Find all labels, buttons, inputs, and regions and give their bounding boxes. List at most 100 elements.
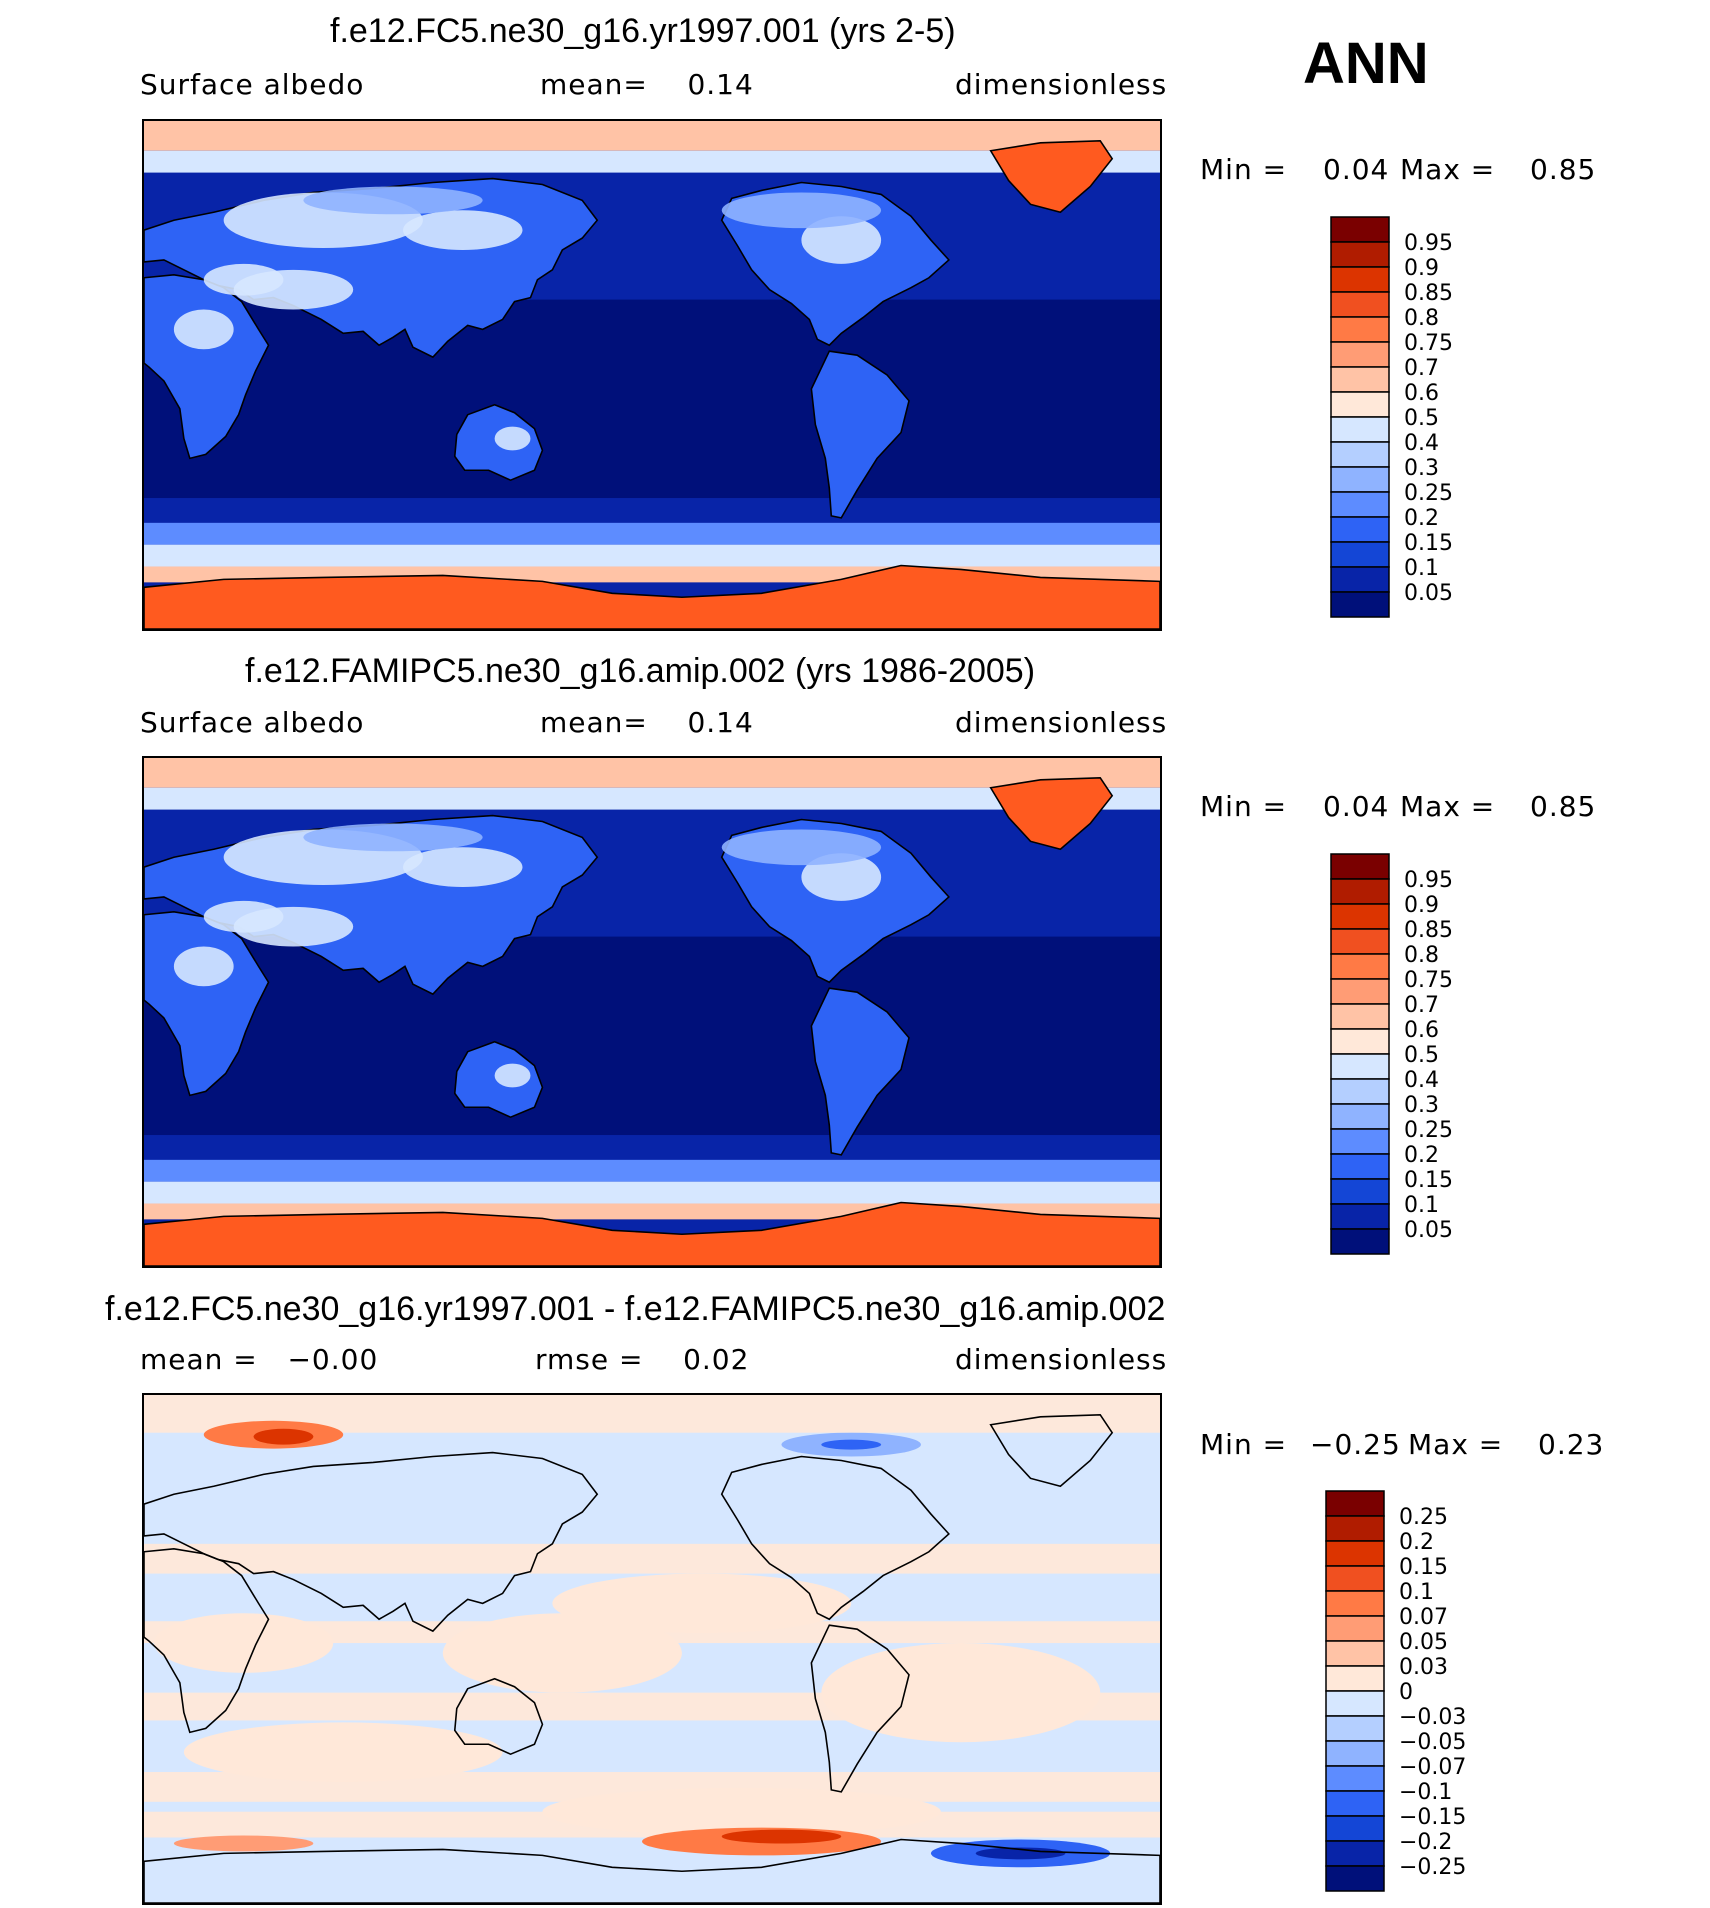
- colorbar-swatch: [1330, 441, 1390, 468]
- colorbar-tick-label: 0.03: [1399, 1655, 1448, 1680]
- panel-1-units-label: dimensionless: [955, 68, 1168, 101]
- panel-3-min-label: Min =: [1200, 1428, 1288, 1461]
- panel-1-mean-label: mean= 0.14: [540, 68, 754, 101]
- diff-positive-region: [552, 1573, 852, 1634]
- diff-positive-region: [542, 1787, 941, 1836]
- colorbar-tick-label: 0.95: [1404, 868, 1453, 893]
- colorbar-tick-label: −0.15: [1399, 1805, 1466, 1830]
- panel-2-title: f.e12.FAMIPC5.ne30_g16.amip.002 (yrs 198…: [245, 652, 1036, 690]
- map-svg: [144, 1395, 1160, 1903]
- colorbar-tick-label: 0.75: [1404, 968, 1453, 993]
- colorbar-swatch: [1330, 1128, 1390, 1155]
- ocean-tropics: [144, 936, 1160, 1136]
- diff-positive-region: [821, 1643, 1101, 1743]
- colorbar-svg: 0.250.20.150.10.070.050.030−0.03−0.05−0.…: [1325, 1490, 1466, 1892]
- season-label: ANN: [1303, 31, 1429, 96]
- colorbar-swatch: [1330, 341, 1390, 368]
- colorbar-tick-label: 0.7: [1404, 356, 1439, 381]
- panel-3-title: f.e12.FC5.ne30_g16.yr1997.001 - f.e12.FA…: [105, 1290, 1166, 1328]
- colorbar-tick-label: 0.85: [1404, 918, 1453, 943]
- colorbar-tick-label: 0: [1399, 1680, 1413, 1705]
- colorbar-tick-label: 0.9: [1404, 893, 1439, 918]
- bright-land-region: [203, 263, 284, 296]
- colorbar-swatch: [1330, 1103, 1390, 1130]
- colorbar-swatch: [1330, 1078, 1390, 1105]
- diff-positive-region: [153, 1613, 334, 1673]
- panel-3-max-label: Max =: [1408, 1428, 1504, 1461]
- colorbar-swatch: [1330, 316, 1390, 343]
- colorbar-tick-label: 0.1: [1404, 1193, 1439, 1218]
- arctic-ice-band: [144, 758, 1160, 788]
- colorbar-swatch: [1330, 1003, 1390, 1030]
- colorbar-swatch: [1330, 878, 1390, 905]
- colorbar-tick-label: −0.25: [1399, 1855, 1466, 1880]
- colorbar-swatch: [1325, 1640, 1385, 1667]
- panel-3-map: [142, 1393, 1162, 1905]
- colorbar-tick-label: 0.5: [1404, 1043, 1439, 1068]
- snow-land-region: [721, 829, 882, 866]
- colorbar-tick-label: −0.03: [1399, 1705, 1466, 1730]
- diff-anomaly-antarctic-west: [173, 1835, 314, 1852]
- bright-land-region: [173, 946, 234, 987]
- colorbar-swatch: [1330, 928, 1390, 955]
- colorbar-tick-label: −0.2: [1399, 1830, 1452, 1855]
- colorbar-swatch: [1325, 1840, 1385, 1867]
- southern-ocean-band: [144, 522, 1160, 545]
- arctic-snow-band: [144, 150, 1160, 173]
- colorbar-tick-label: 0.95: [1404, 231, 1453, 256]
- colorbar-swatch: [1325, 1815, 1385, 1842]
- colorbar-swatch: [1330, 566, 1390, 593]
- colorbar-tick-label: −0.1: [1399, 1780, 1452, 1805]
- colorbar-tick-label: 0.15: [1399, 1555, 1448, 1580]
- colorbar-swatch: [1330, 1053, 1390, 1080]
- colorbar-swatch: [1325, 1490, 1385, 1517]
- colorbar-swatch: [1330, 1203, 1390, 1230]
- diff-positive-band: [144, 1543, 1160, 1574]
- colorbar-tick-label: 0.05: [1399, 1630, 1448, 1655]
- bright-land-region: [494, 1063, 531, 1088]
- colorbar-tick-label: 0.25: [1404, 1118, 1453, 1143]
- diff-anomaly-arctic-neg-core: [821, 1439, 882, 1450]
- ocean-tropics: [144, 299, 1160, 499]
- colorbar-swatch: [1330, 903, 1390, 930]
- colorbar-tick-label: 0.4: [1404, 431, 1439, 456]
- panel-1-colorbar: 0.95 0.9 0.85 0.8 0.75 0.7 0.6 0.5 0.4 0.3 0.25 0.2…: [1330, 216, 1530, 621]
- continent-greenland: [989, 1414, 1114, 1488]
- colorbar-svg: 0.950.90.850.80.750.70.60.50.40.30.250.2…: [1330, 216, 1453, 618]
- panel-2-variable-label: Surface albedo: [140, 706, 365, 739]
- diff-anomaly-core: [253, 1428, 314, 1445]
- colorbar-tick-label: 0.8: [1404, 306, 1439, 331]
- continent-samerica: [810, 350, 910, 519]
- panel-2-min-label: Min =: [1200, 790, 1288, 823]
- panel-1-map: [142, 119, 1162, 631]
- panel-3-max-value: 0.23: [1538, 1428, 1605, 1461]
- colorbar-swatch: [1330, 1028, 1390, 1055]
- colorbar-tick-label: 0.8: [1404, 943, 1439, 968]
- snow-land-region: [303, 186, 483, 215]
- colorbar-tick-label: 0.6: [1404, 381, 1439, 406]
- colorbar-swatch: [1330, 366, 1390, 393]
- arctic-ice-band: [144, 121, 1160, 151]
- diff-positive-region: [442, 1613, 682, 1693]
- panel-3-rmse-label: rmse = 0.02: [535, 1343, 750, 1376]
- panel-1-title: f.e12.FC5.ne30_g16.yr1997.001 (yrs 2-5): [330, 12, 956, 50]
- colorbar-swatch: [1325, 1515, 1385, 1542]
- colorbar-tick-label: 0.3: [1404, 1093, 1439, 1118]
- colorbar-swatch: [1330, 1228, 1390, 1255]
- panel-1-variable-label: Surface albedo: [140, 68, 365, 101]
- snow-land-region: [721, 192, 882, 229]
- colorbar-tick-label: 0.15: [1404, 531, 1453, 556]
- colorbar-svg: 0.950.90.850.80.750.70.60.50.40.30.250.2…: [1330, 853, 1453, 1255]
- southern-ocean-band: [144, 1159, 1160, 1182]
- colorbar-swatch: [1330, 853, 1390, 880]
- bright-land-region: [494, 426, 531, 451]
- diff-positive-region: [183, 1722, 503, 1782]
- continent-antarctica: [144, 1201, 1160, 1266]
- panel-1-min-label: Min =: [1200, 153, 1288, 186]
- colorbar-tick-label: 0.05: [1404, 581, 1453, 606]
- colorbar-swatch: [1325, 1715, 1385, 1742]
- colorbar-swatch: [1330, 978, 1390, 1005]
- colorbar-tick-label: 0.05: [1404, 1218, 1453, 1243]
- bright-land-region: [801, 216, 882, 264]
- colorbar-tick-label: 0.2: [1399, 1530, 1434, 1555]
